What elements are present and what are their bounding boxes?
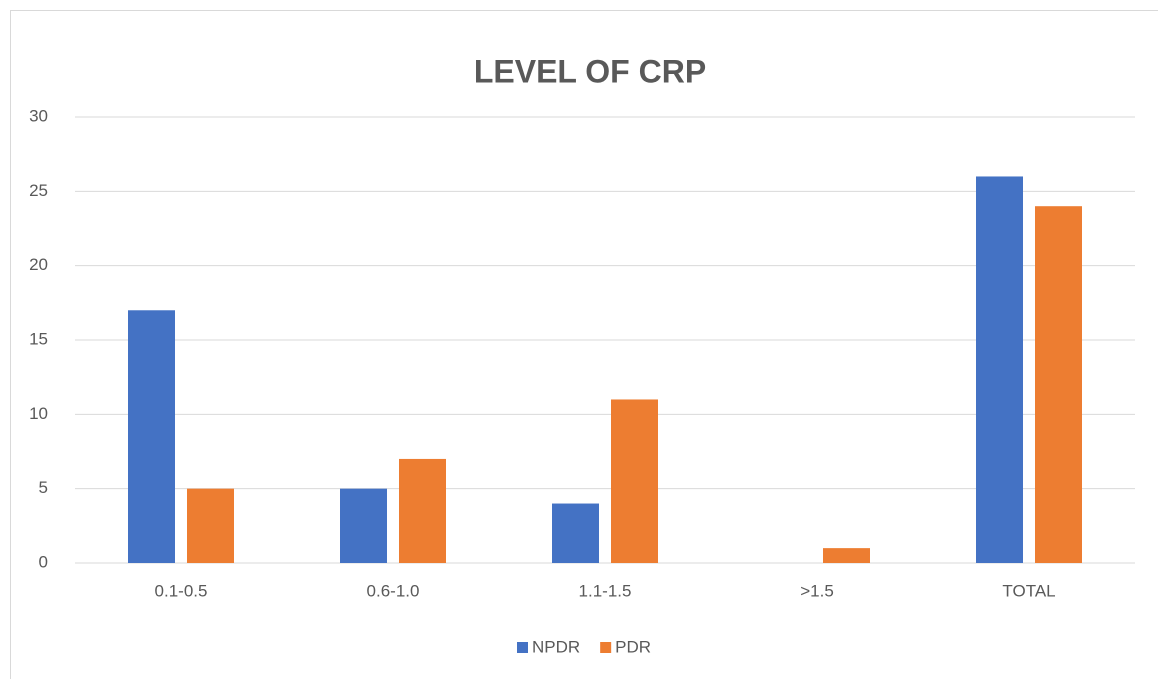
y-tick-label: 0 (39, 552, 48, 571)
bar (399, 458, 446, 563)
y-tick-label: 20 (29, 255, 48, 274)
legend-label: NPDR (532, 637, 580, 656)
bar (1035, 206, 1082, 563)
y-tick-label: 30 (29, 106, 48, 125)
y-tick-label: 5 (39, 478, 48, 497)
bar (552, 503, 599, 563)
bar (187, 488, 234, 563)
bar (128, 310, 175, 563)
x-tick-label: 0.6-1.0 (367, 581, 420, 600)
bar (340, 488, 387, 563)
x-tick-label: 1.1-1.5 (579, 581, 632, 600)
y-tick-label: 10 (29, 404, 48, 423)
y-tick-label: 25 (29, 181, 48, 200)
x-tick-label: >1.5 (800, 581, 834, 600)
legend-swatch (517, 642, 528, 653)
legend-label: PDR (615, 637, 651, 656)
chart-title: LEVEL OF CRP (474, 53, 706, 89)
y-tick-label: 15 (29, 329, 48, 348)
legend-swatch (600, 642, 612, 653)
x-tick-label: TOTAL (1002, 581, 1055, 600)
chart-border (10, 10, 1158, 679)
bar (976, 176, 1023, 563)
bar (611, 399, 658, 563)
x-tick-label: 0.1-0.5 (155, 581, 208, 600)
bar (823, 548, 870, 563)
